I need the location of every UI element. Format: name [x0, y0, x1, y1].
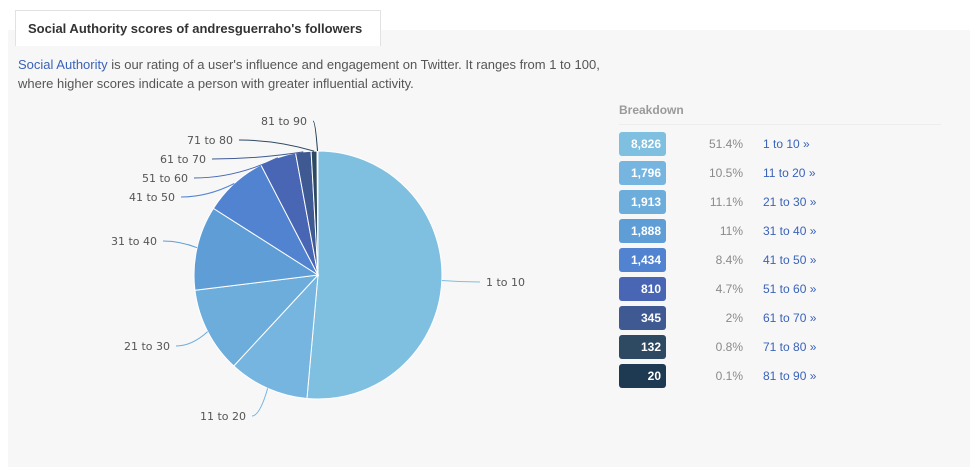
range-link[interactable]: 21 to 30 »: [763, 195, 817, 209]
pie-connector: [162, 240, 198, 249]
percent-value: 0.1%: [715, 369, 743, 383]
count-badge: 1,888: [619, 219, 666, 243]
pie-label: 11 to 20: [200, 410, 246, 423]
title-tab: Social Authority scores of andresguerrah…: [15, 10, 381, 46]
count-badge: 1,796: [619, 161, 666, 185]
percent-value: 51.4%: [708, 137, 743, 151]
percent-value: 8.4%: [715, 253, 743, 267]
count-badge: 132: [619, 335, 666, 359]
pie-connector: [312, 120, 318, 152]
count-badge: 1,913: [619, 190, 666, 214]
percent-value: 10.5%: [708, 166, 743, 180]
range-link[interactable]: 61 to 70 »: [763, 311, 817, 325]
pie-connector: [251, 388, 269, 417]
pie-label: 41 to 50: [129, 191, 175, 204]
intro-text: Social Authority is our rating of a user…: [18, 55, 618, 93]
pie-connector: [211, 151, 304, 160]
breakdown-title: Breakdown: [619, 103, 684, 117]
breakdown-row: 1,913 11.1% 21 to 30 »: [619, 190, 939, 214]
pie-connector: [180, 183, 235, 198]
range-link[interactable]: 1 to 10 »: [763, 137, 810, 151]
count-badge: 345: [619, 306, 666, 330]
range-link[interactable]: 71 to 80 »: [763, 340, 817, 354]
pie-label: 1 to 10: [486, 276, 525, 289]
pie-label: 21 to 30: [124, 340, 170, 353]
pie-label: 81 to 90: [261, 115, 307, 128]
pie-label: 51 to 60: [142, 172, 188, 185]
breakdown-row: 1,796 10.5% 11 to 20 »: [619, 161, 939, 185]
breakdown-row: 1,888 11% 31 to 40 »: [619, 219, 939, 243]
percent-value: 4.7%: [715, 282, 743, 296]
range-link[interactable]: 81 to 90 »: [763, 369, 817, 383]
pie-slice: [193, 207, 320, 291]
intro-body: is our rating of a user's influence and …: [18, 57, 600, 91]
chart-panel: [8, 30, 970, 467]
pie-slice: [233, 273, 319, 400]
range-link[interactable]: 51 to 60 »: [763, 282, 817, 296]
breakdown-row: 345 2% 61 to 70 »: [619, 306, 939, 330]
count-badge: 8,826: [619, 132, 666, 156]
pie-connector: [193, 157, 279, 179]
range-link[interactable]: 41 to 50 »: [763, 253, 817, 267]
pie-connector: [238, 139, 315, 152]
percent-value: 0.8%: [715, 340, 743, 354]
pie-connector: [175, 331, 209, 347]
breakdown-row: 132 0.8% 71 to 80 »: [619, 335, 939, 359]
percent-value: 2%: [725, 311, 743, 325]
breakdown-row: 810 4.7% 51 to 60 »: [619, 277, 939, 301]
breakdown-row: 8,826 51.4% 1 to 10 »: [619, 132, 939, 156]
percent-value: 11%: [719, 224, 743, 238]
breakdown-divider: [619, 124, 941, 125]
pie-connector: [441, 280, 481, 283]
page-title: Social Authority scores of andresguerrah…: [28, 21, 363, 36]
count-badge: 810: [619, 277, 666, 301]
count-badge: 1,434: [619, 248, 666, 272]
range-link[interactable]: 31 to 40 »: [763, 224, 817, 238]
range-link[interactable]: 11 to 20 »: [763, 166, 816, 180]
breakdown-row: 1,434 8.4% 41 to 50 »: [619, 248, 939, 272]
pie-slice: [306, 150, 443, 400]
percent-value: 11.1%: [709, 195, 743, 209]
social-authority-link[interactable]: Social Authority: [18, 57, 108, 72]
pie-label: 71 to 80: [187, 134, 233, 147]
breakdown-row: 20 0.1% 81 to 90 »: [619, 364, 939, 388]
count-badge: 20: [619, 364, 666, 388]
pie-label: 61 to 70: [160, 153, 206, 166]
pie-label: 31 to 40: [111, 235, 157, 248]
